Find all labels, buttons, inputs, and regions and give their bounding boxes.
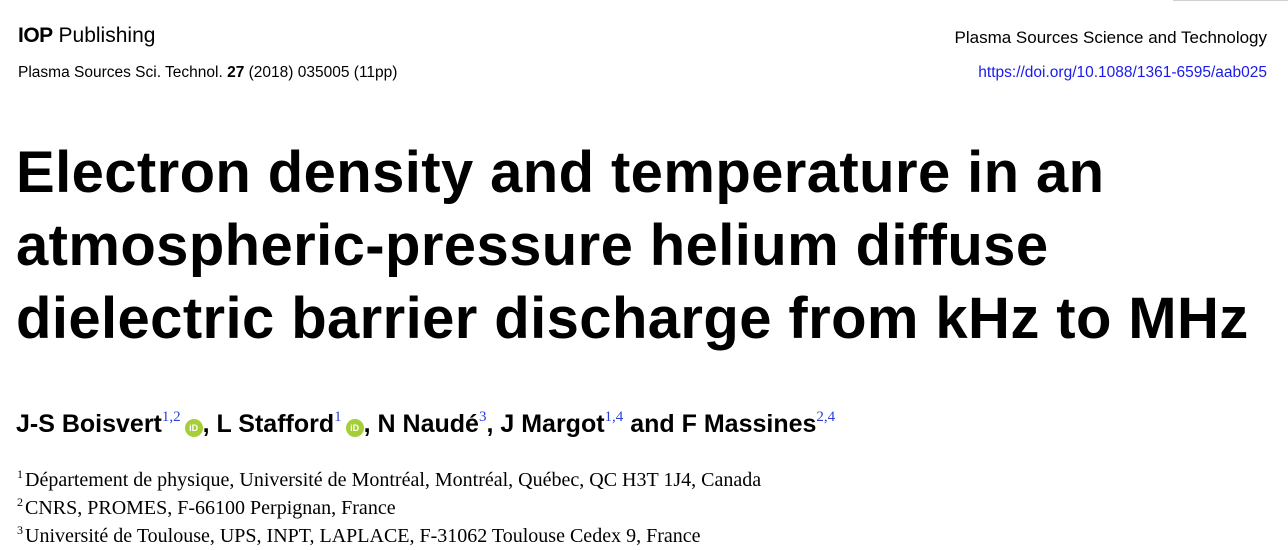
author-affiliation-ref[interactable]: 1,2 bbox=[161, 409, 181, 425]
affiliation-number: 1 bbox=[17, 467, 23, 481]
author-affiliation-ref[interactable]: 1,4 bbox=[604, 409, 624, 425]
citation-line: Plasma Sources Sci. Technol. 27 (2018) 0… bbox=[18, 64, 397, 82]
affiliation-text: CNRS, PROMES, F-66100 Perpignan, France bbox=[25, 497, 396, 519]
author-separator: , bbox=[202, 410, 217, 438]
affiliation-number: 2 bbox=[17, 495, 23, 509]
title-line: atmospheric-pressure helium diffuse bbox=[16, 213, 1049, 278]
affiliation-list: 1 Département de physique, Université de … bbox=[17, 466, 761, 550]
author-affiliation-ref[interactable]: 3 bbox=[478, 409, 487, 425]
affiliation-number: 3 bbox=[17, 523, 23, 537]
affiliation-text: Département de physique, Université de M… bbox=[25, 469, 762, 491]
publisher-mark: IOP bbox=[18, 24, 53, 47]
author-name: J Margot bbox=[500, 410, 605, 438]
author-list: J-S Boisvert1,2iD, L Stafford1iD, N Naud… bbox=[16, 410, 835, 439]
author-affiliation-ref[interactable]: 1 bbox=[334, 409, 342, 425]
orcid-icon[interactable]: iD bbox=[345, 419, 364, 437]
affiliation-text: Université de Toulouse, UPS, INPT, LAPLA… bbox=[25, 525, 701, 547]
publisher-logo: IOP Publishing bbox=[18, 24, 155, 48]
author-name: F Massines bbox=[681, 410, 817, 438]
affiliation-item: 1 Département de physique, Université de … bbox=[17, 466, 761, 494]
author-name: L Stafford bbox=[216, 410, 335, 438]
affiliation-item: 2 CNRS, PROMES, F-66100 Perpignan, France bbox=[17, 494, 761, 522]
author-separator: , bbox=[363, 410, 378, 438]
citation-journal: Plasma Sources Sci. Technol. bbox=[18, 64, 223, 81]
affiliation-item: 3 Université de Toulouse, UPS, INPT, LAPL… bbox=[17, 522, 761, 550]
title-line: Electron density and temperature in an bbox=[16, 140, 1105, 205]
author-separator: , bbox=[486, 410, 501, 438]
corner-rule bbox=[1173, 0, 1288, 1]
doi-link[interactable]: https://doi.org/10.1088/1361-6595/aab025 bbox=[978, 64, 1267, 81]
title-line: dielectric barrier discharge from kHz to… bbox=[16, 286, 1249, 351]
author-affiliation-ref[interactable]: 2,4 bbox=[816, 409, 836, 425]
journal-name: Plasma Sources Science and Technology bbox=[954, 28, 1267, 47]
author-separator: and bbox=[623, 410, 682, 438]
author-name: N Naudé bbox=[377, 410, 479, 438]
citation-volume: 27 bbox=[227, 64, 245, 81]
orcid-icon[interactable]: iD bbox=[184, 419, 203, 437]
article-title: Electron density and temperature in an a… bbox=[16, 136, 1249, 355]
citation-year-pages: (2018) 035005 (11pp) bbox=[248, 64, 398, 81]
publisher-word: Publishing bbox=[58, 24, 156, 47]
author-name: J-S Boisvert bbox=[16, 410, 162, 438]
